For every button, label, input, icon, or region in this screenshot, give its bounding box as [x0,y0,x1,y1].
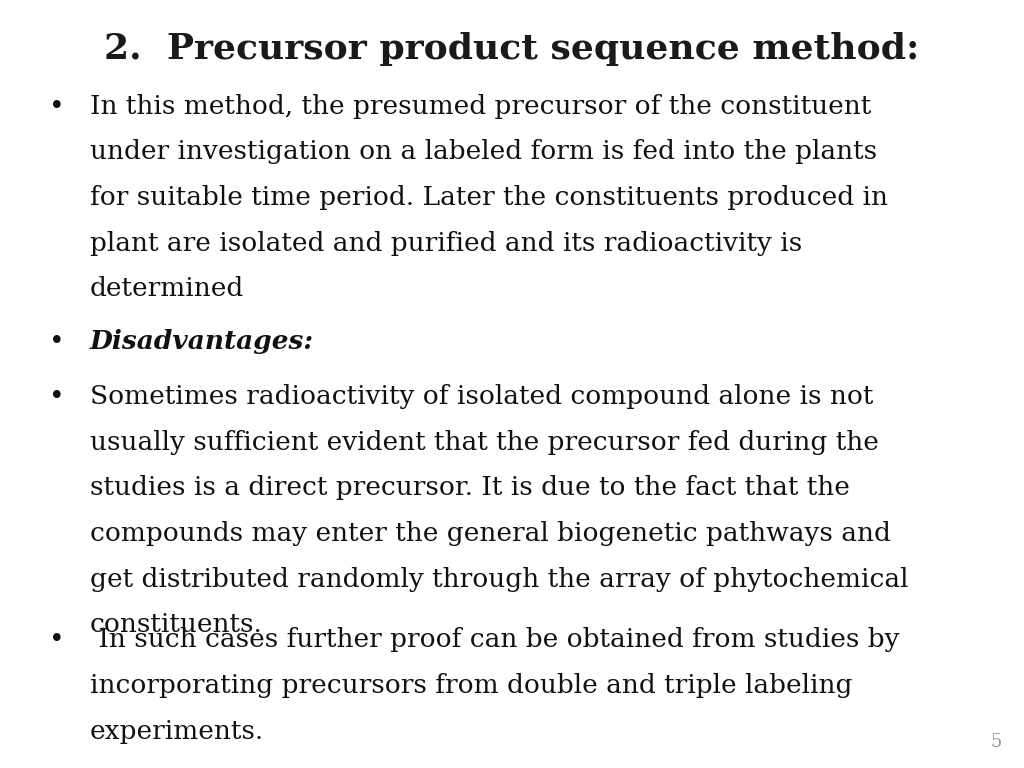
Text: Disadvantages:: Disadvantages: [90,329,314,354]
Text: 5: 5 [990,733,1001,751]
Text: •: • [49,627,65,653]
Text: In this method, the presumed precursor of the constituent: In this method, the presumed precursor o… [90,94,871,119]
Text: for suitable time period. Later the constituents produced in: for suitable time period. Later the cons… [90,185,888,210]
Text: determined: determined [90,276,245,302]
Text: Sometimes radioactivity of isolated compound alone is not: Sometimes radioactivity of isolated comp… [90,384,873,409]
Text: under investigation on a labeled form is fed into the plants: under investigation on a labeled form is… [90,140,878,164]
Text: •: • [49,94,65,119]
Text: get distributed randomly through the array of phytochemical: get distributed randomly through the arr… [90,567,908,592]
Text: usually sufficient evident that the precursor fed during the: usually sufficient evident that the prec… [90,430,879,455]
Text: In such cases further proof can be obtained from studies by: In such cases further proof can be obtai… [90,627,900,653]
Text: constituents.: constituents. [90,613,263,637]
Text: experiments.: experiments. [90,719,264,744]
Text: plant are isolated and purified and its radioactivity is: plant are isolated and purified and its … [90,230,803,256]
Text: •: • [49,384,65,409]
Text: studies is a direct precursor. It is due to the fact that the: studies is a direct precursor. It is due… [90,475,850,501]
Text: 2.  Precursor product sequence method:: 2. Precursor product sequence method: [104,32,920,66]
Text: incorporating precursors from double and triple labeling: incorporating precursors from double and… [90,673,853,698]
Text: •: • [49,329,65,354]
Text: compounds may enter the general biogenetic pathways and: compounds may enter the general biogenet… [90,521,891,546]
